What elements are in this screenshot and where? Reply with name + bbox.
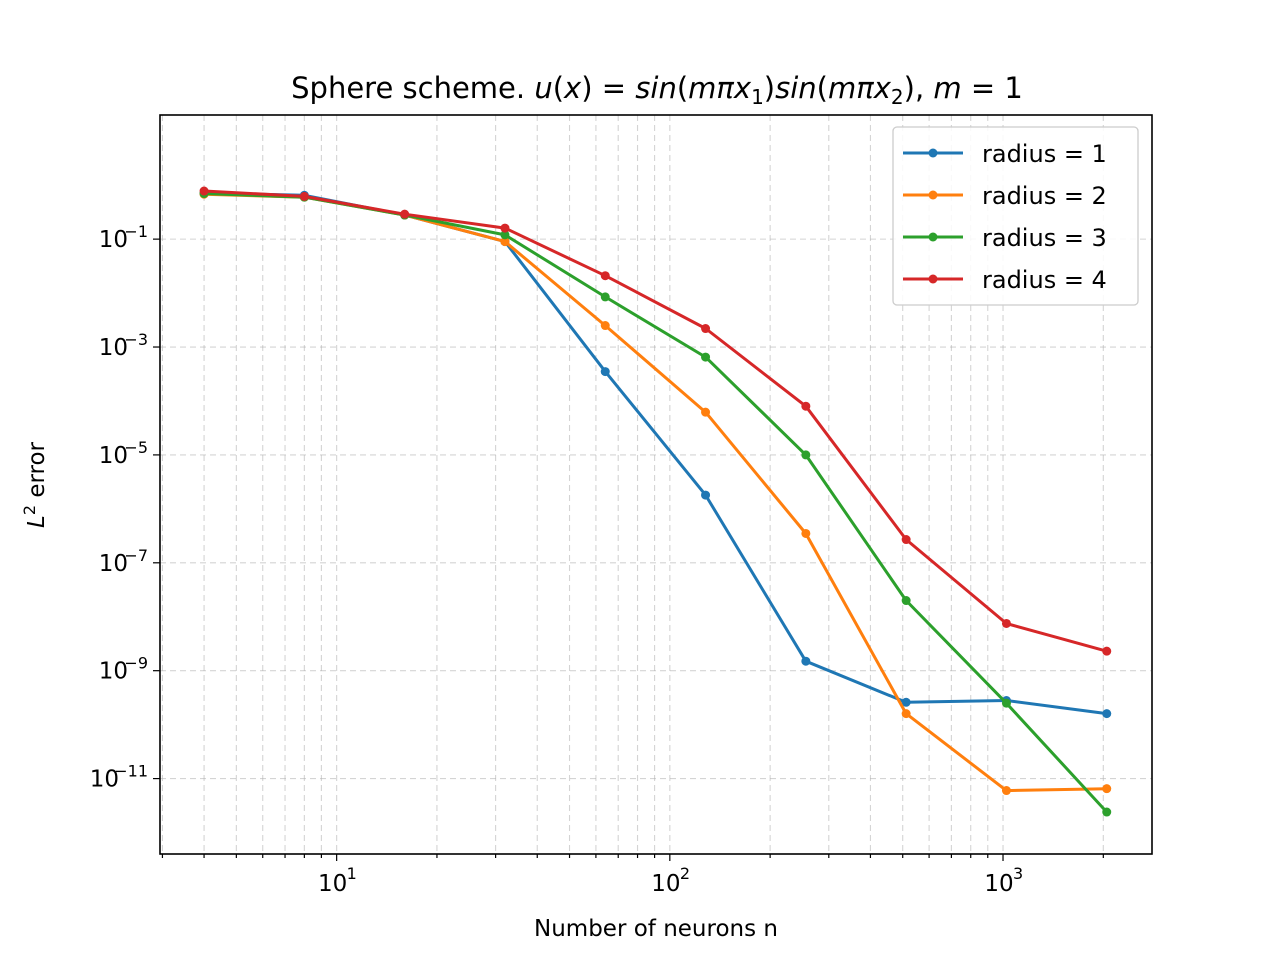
data-point-radius-4 bbox=[901, 535, 911, 545]
data-point-radius-4 bbox=[701, 324, 711, 334]
data-point-radius-1 bbox=[801, 656, 811, 666]
y-tick-label: 10 bbox=[90, 767, 119, 793]
data-point-radius-2 bbox=[600, 321, 610, 331]
data-point-radius-2 bbox=[500, 237, 510, 247]
legend-label: radius = 1 bbox=[982, 140, 1107, 168]
x-tick-label: 10 bbox=[984, 871, 1013, 897]
y-tick-label: 10 bbox=[99, 335, 128, 361]
legend-label: radius = 3 bbox=[982, 224, 1107, 252]
y-tick-exponent: −5 bbox=[124, 438, 148, 457]
data-point-radius-2 bbox=[801, 528, 811, 538]
x-axis-label: Number of neurons n bbox=[534, 916, 778, 942]
y-tick-exponent: −3 bbox=[124, 330, 148, 349]
plot-frame bbox=[159, 114, 1153, 855]
data-point-radius-4 bbox=[400, 209, 410, 219]
series-line-radius-4 bbox=[204, 189, 1108, 653]
y-tick-label: 10 bbox=[99, 551, 128, 577]
x-tick-label: 10 bbox=[318, 871, 347, 897]
legend-frame bbox=[892, 126, 1139, 306]
legend-swatch-marker bbox=[928, 274, 938, 284]
data-point-radius-4 bbox=[1001, 618, 1011, 628]
data-point-radius-4 bbox=[199, 186, 209, 196]
legend: radius = 1 radius = 2 radius = 3 radius = 4 bbox=[892, 126, 1139, 306]
data-point-radius-4 bbox=[500, 223, 510, 233]
y-tick-exponent: −11 bbox=[114, 762, 148, 781]
data-point-radius-4 bbox=[600, 271, 610, 281]
legend-label: radius = 2 bbox=[982, 182, 1107, 210]
data-point-radius-3 bbox=[801, 450, 811, 460]
y-tick-label: 10 bbox=[99, 443, 128, 469]
y-axis-label: L2 error bbox=[20, 441, 50, 528]
x-tick-exponent: 3 bbox=[1013, 864, 1023, 883]
data-point-radius-3 bbox=[901, 596, 911, 606]
y-tick-label: 10 bbox=[99, 659, 128, 685]
data-point-radius-2 bbox=[1102, 784, 1112, 794]
data-point-radius-1 bbox=[1102, 709, 1112, 719]
legend-swatch-marker bbox=[928, 190, 938, 200]
data-point-radius-3 bbox=[701, 352, 711, 362]
legend-label: radius = 4 bbox=[982, 266, 1107, 294]
data-point-radius-3 bbox=[600, 292, 610, 302]
data-point-radius-4 bbox=[299, 191, 309, 201]
legend-swatch-marker bbox=[928, 148, 938, 158]
data-point-radius-1 bbox=[901, 697, 911, 707]
data-point-radius-4 bbox=[801, 401, 811, 411]
x-tick-label: 10 bbox=[651, 871, 680, 897]
legend-swatch-marker bbox=[928, 232, 938, 242]
x-tick-exponent: 2 bbox=[680, 864, 690, 883]
data-point-radius-3 bbox=[500, 230, 510, 240]
data-point-radius-1 bbox=[701, 490, 711, 500]
y-tick-exponent: −7 bbox=[124, 546, 148, 565]
data-point-radius-4 bbox=[1102, 646, 1112, 656]
data-point-radius-1 bbox=[600, 367, 610, 377]
data-point-radius-2 bbox=[701, 407, 711, 417]
chart-title: Sphere scheme. u(x) = sin(mπx1)sin(mπx2)… bbox=[291, 71, 1023, 109]
y-tick-label: 10 bbox=[99, 227, 128, 253]
data-point-radius-2 bbox=[1001, 786, 1011, 796]
series-lines bbox=[199, 186, 1112, 817]
data-point-radius-3 bbox=[1001, 698, 1011, 708]
data-point-radius-3 bbox=[1102, 807, 1112, 817]
x-tick-exponent: 1 bbox=[347, 864, 357, 883]
data-point-radius-2 bbox=[901, 709, 911, 719]
x-axis-ticks: 10 1 10 2 10 3 bbox=[161, 854, 1104, 897]
y-tick-exponent: −9 bbox=[124, 654, 148, 673]
y-tick-exponent: −1 bbox=[124, 222, 148, 241]
